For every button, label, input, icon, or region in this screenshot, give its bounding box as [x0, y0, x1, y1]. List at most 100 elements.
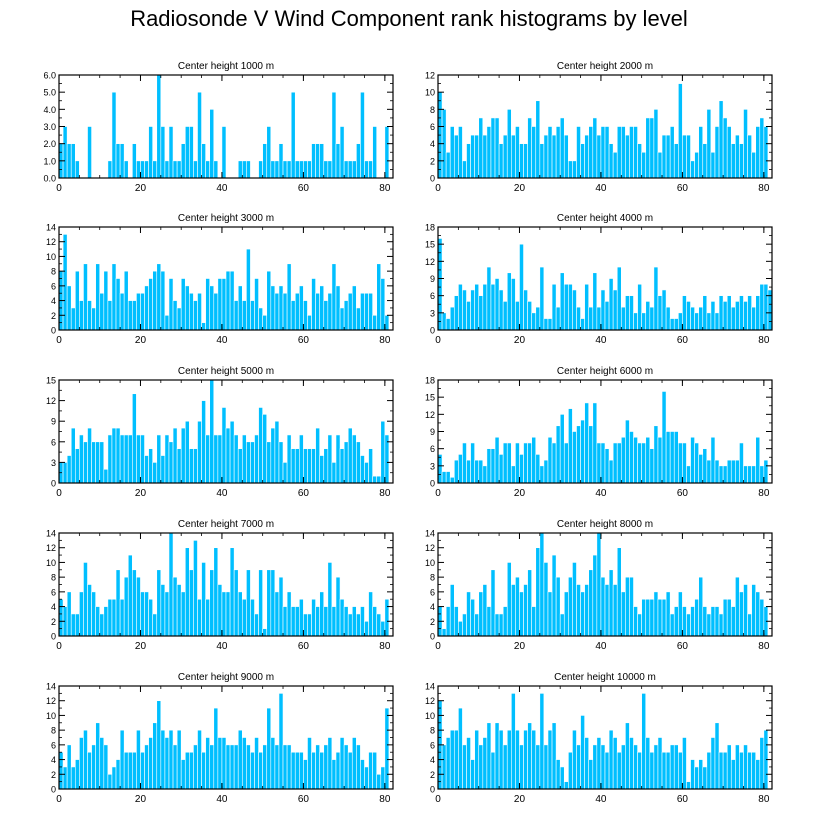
histogram-bar: [523, 442, 528, 484]
histogram-bar: [323, 300, 329, 331]
histogram-panel: Center height 5000 m 0 20 40 60 80 0 3 6 9 12 15: [46, 366, 394, 499]
histogram-bar: [99, 441, 105, 484]
histogram-bar: [339, 307, 345, 331]
histogram-bar: [103, 270, 109, 331]
histogram-bar: [466, 591, 471, 637]
histogram-bar: [262, 314, 268, 331]
histogram-bar: [608, 278, 614, 331]
histogram-bar: [596, 532, 602, 637]
histogram-bar: [217, 737, 223, 790]
histogram-bar: [608, 569, 614, 637]
y-tick-label: 5.0: [43, 88, 56, 98]
histogram-bar: [258, 407, 263, 484]
histogram-bar: [91, 744, 96, 790]
x-tick-label: 20: [514, 183, 526, 194]
y-tick-label: 9: [430, 427, 435, 437]
histogram-bar: [262, 628, 268, 637]
histogram-bar: [722, 598, 728, 637]
histogram-panel: Center height 7000 m 0 20 40 60 80 0 2 4 6 8 10 12 14: [46, 519, 394, 652]
histogram-bar: [690, 160, 695, 179]
histogram-bar: [612, 584, 618, 637]
histogram-bar: [653, 744, 659, 790]
histogram-bar: [486, 606, 492, 637]
histogram-bar: [490, 751, 496, 790]
histogram-bar: [356, 744, 361, 790]
histogram-bar: [625, 722, 630, 790]
histogram-bar: [563, 283, 569, 331]
histogram-bar: [649, 306, 655, 331]
histogram-bar: [172, 300, 178, 331]
histogram-bar: [678, 591, 683, 637]
histogram-bar: [722, 117, 728, 179]
histogram-bar: [600, 289, 606, 331]
histogram-bar: [519, 143, 524, 179]
histogram-bar: [152, 160, 158, 179]
histogram-bar: [221, 737, 227, 790]
histogram-bar: [625, 419, 630, 484]
histogram-bar: [511, 693, 516, 790]
histogram-bar: [327, 562, 333, 637]
histogram-bar: [164, 591, 170, 637]
histogram-bar: [498, 613, 504, 637]
histogram-bar: [197, 292, 202, 331]
histogram-bar: [152, 462, 158, 484]
histogram-bar: [563, 781, 569, 790]
histogram-bar: [629, 431, 634, 484]
histogram-bar: [254, 278, 259, 331]
x-tick-label: 40: [216, 488, 228, 499]
histogram-bar: [620, 744, 626, 790]
histogram-bar: [531, 436, 537, 484]
histogram-bar: [547, 126, 553, 179]
histogram-bar: [498, 729, 504, 790]
x-tick-label: 20: [135, 794, 147, 805]
histogram-bar: [527, 117, 532, 179]
histogram-bar: [600, 442, 606, 484]
histogram-bar: [307, 613, 312, 637]
histogram-bar: [197, 91, 202, 179]
histogram-bar: [119, 292, 125, 331]
histogram-bar: [730, 606, 736, 637]
y-tick-label: 4: [51, 755, 56, 765]
histogram-bar: [604, 126, 610, 179]
histogram-bar: [184, 126, 190, 179]
histogram-bar: [221, 407, 227, 484]
histogram-bar: [148, 598, 153, 637]
histogram-bar: [66, 143, 72, 179]
histogram-bar: [551, 722, 557, 790]
y-tick-label: 2.0: [43, 139, 56, 149]
histogram-bar: [568, 160, 573, 179]
histogram-bar: [62, 462, 68, 484]
histogram-bar: [572, 160, 577, 179]
histogram-bar: [498, 289, 504, 331]
histogram-bar: [144, 285, 149, 331]
histogram-bar: [730, 306, 736, 331]
histogram-bar: [103, 744, 109, 790]
histogram-bar: [225, 591, 231, 637]
histogram-bar: [115, 427, 121, 484]
histogram-bar: [270, 569, 276, 637]
histogram-bar: [335, 143, 341, 179]
histogram-bar: [307, 314, 312, 331]
histogram-bar: [755, 591, 761, 637]
histogram-bar: [527, 442, 532, 484]
x-tick-label: 60: [298, 488, 310, 499]
histogram-bar: [335, 576, 341, 637]
histogram-bar: [555, 759, 561, 790]
histogram-bar: [87, 751, 92, 790]
histogram-bar: [633, 312, 638, 331]
histogram-bar: [364, 462, 369, 484]
histogram-bar: [250, 300, 255, 331]
y-tick-label: 0: [430, 326, 435, 336]
histogram-bar: [649, 117, 655, 179]
histogram-bar: [160, 270, 166, 331]
histogram-bar: [209, 109, 215, 179]
x-tick-label: 0: [435, 794, 441, 805]
histogram-bar: [584, 402, 590, 484]
histogram-bar: [466, 143, 471, 179]
histogram-bar: [690, 306, 695, 331]
histogram-bar: [462, 613, 467, 637]
histogram-bar: [592, 402, 598, 484]
histogram-bar: [726, 126, 732, 179]
histogram-bar: [722, 301, 728, 331]
histogram-bar: [739, 442, 744, 484]
